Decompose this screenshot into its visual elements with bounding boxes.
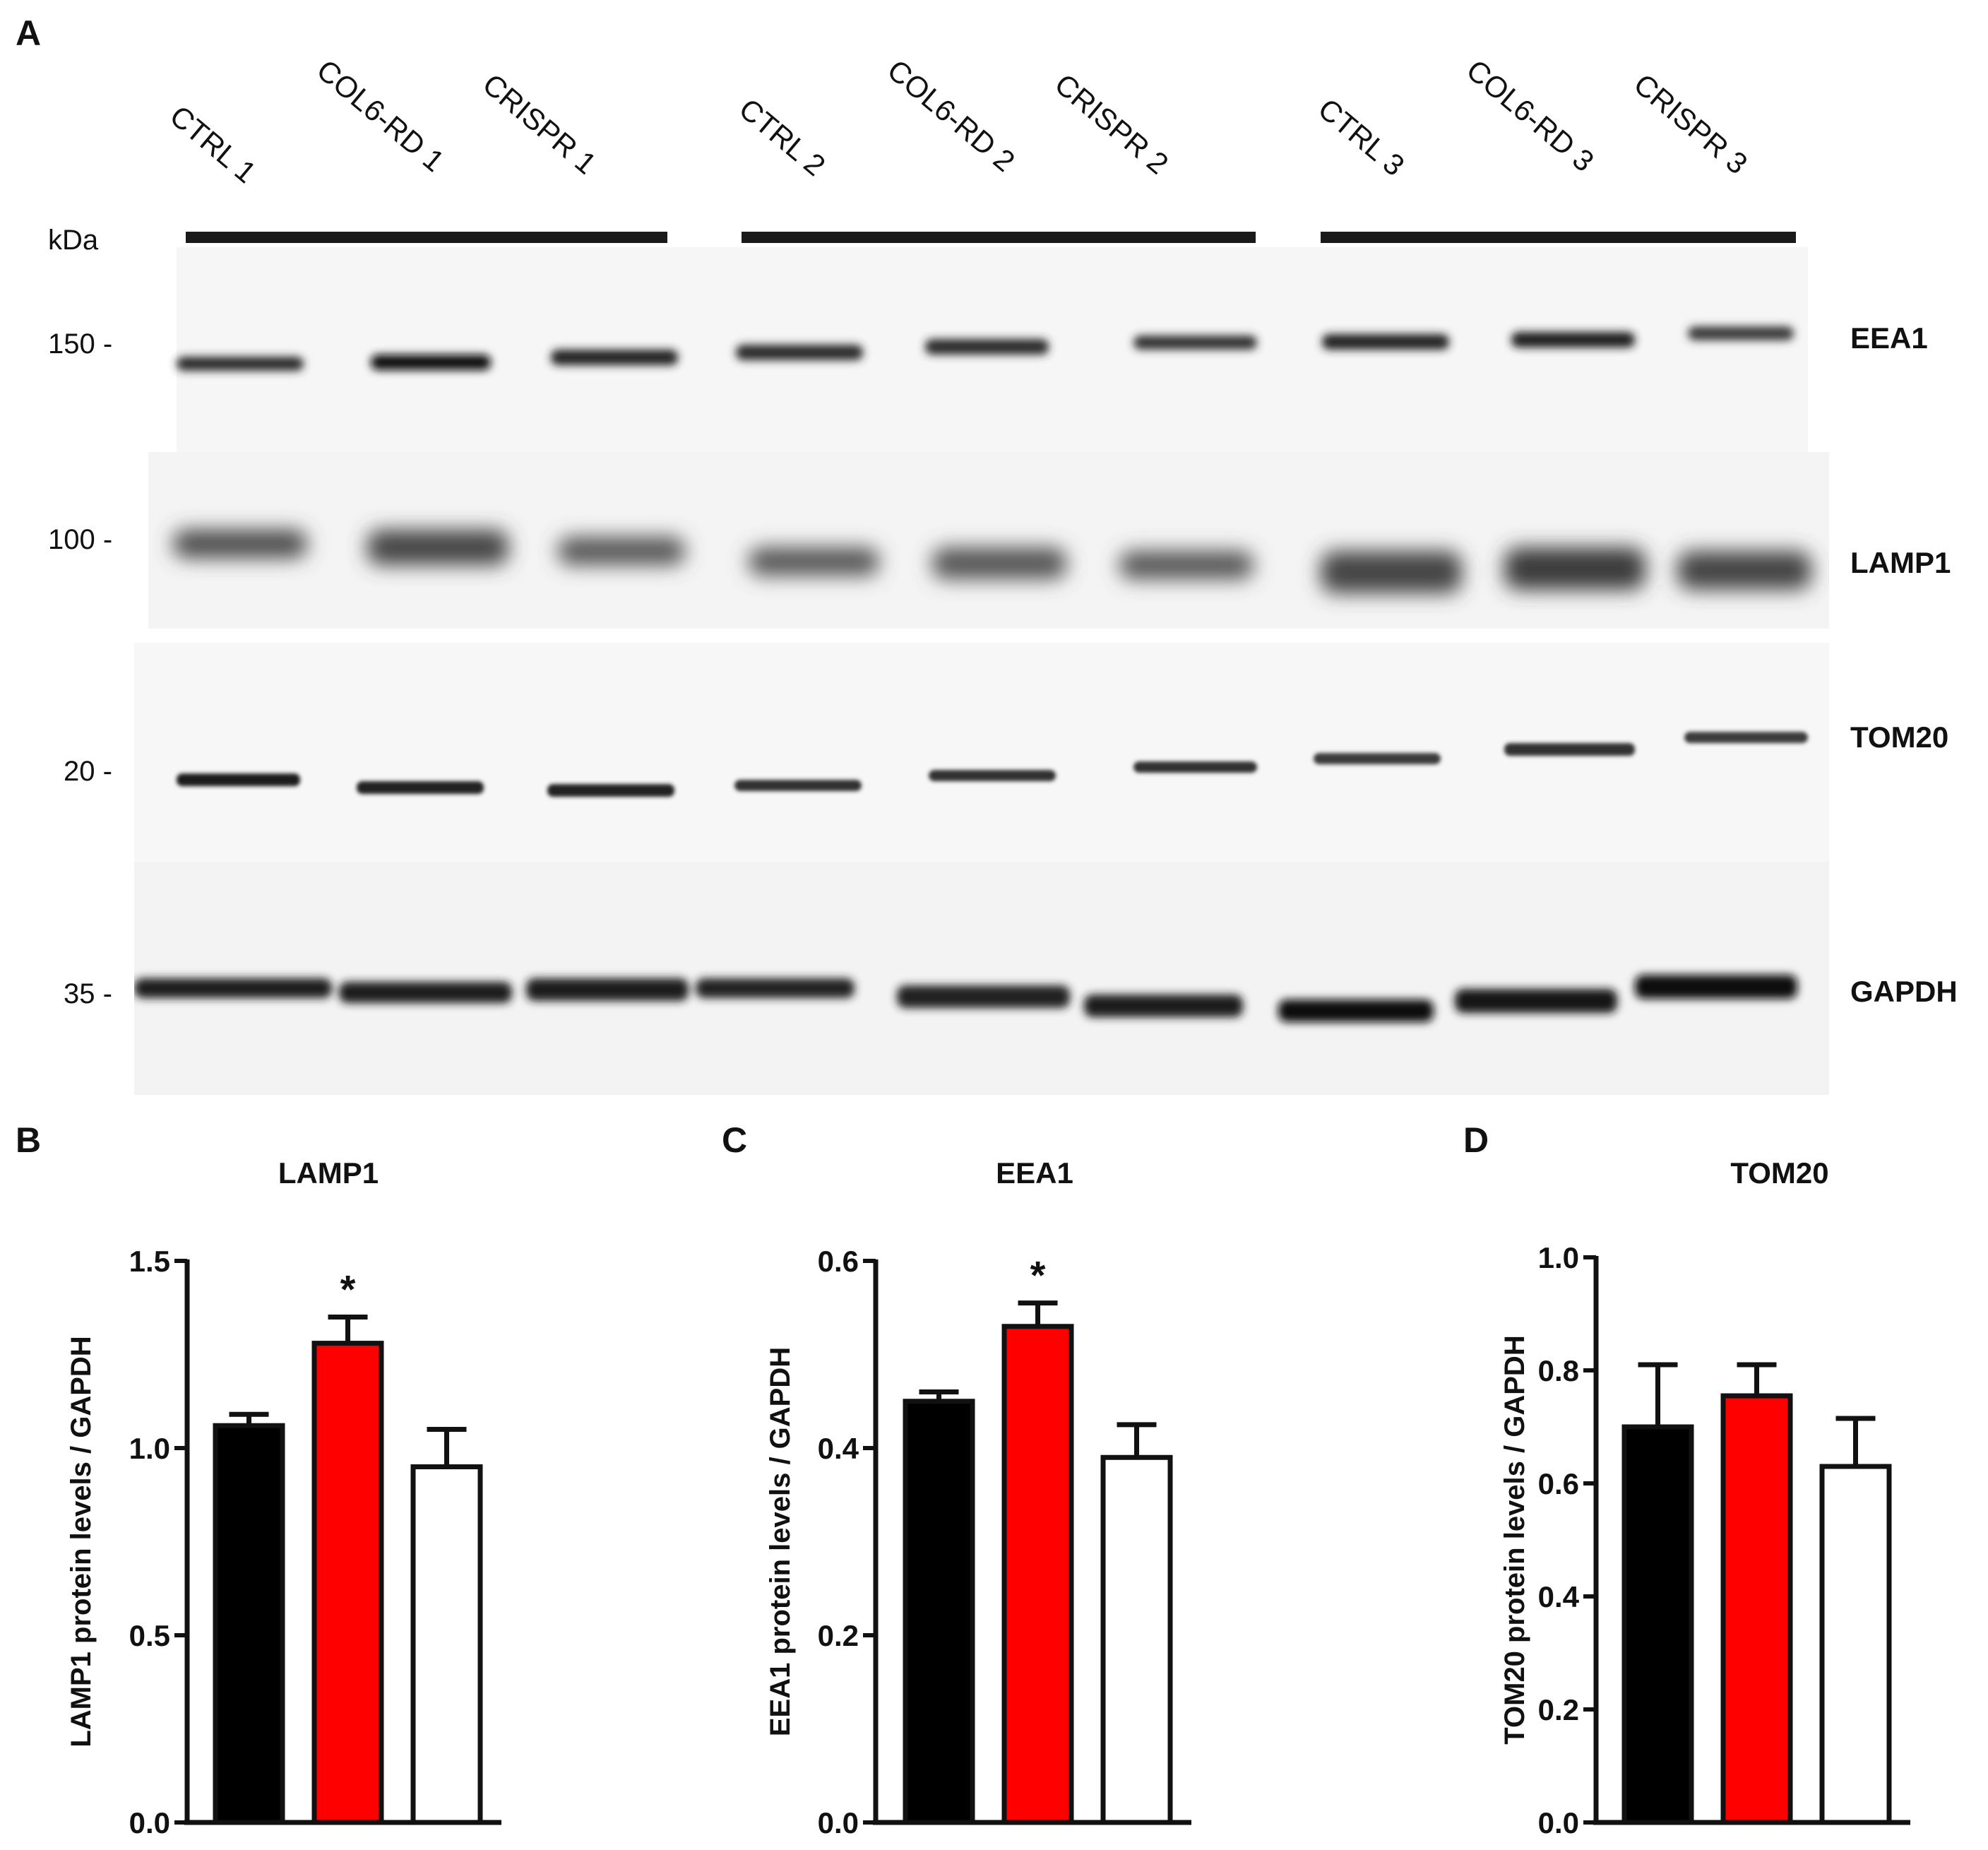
lane-label-col6rd-3: COL6-RD 3 [1460,53,1601,179]
y-tick-label-eea1-2: 0.4 [818,1432,859,1465]
lane-label-ctrl-2: CTRL 2 [732,92,832,183]
y-tick-label-eea1-0: 0.0 [818,1806,859,1839]
bar-lamp1-ctrl [213,1423,285,1825]
protein-label-eea1: EEA1 [1850,321,1928,355]
marker-20: 20 - [64,756,112,787]
lane-label-crispr-1: CRISPR 1 [476,67,603,181]
y-axis-label-lamp1: LAMP1 protein levels / GAPDH [66,1336,97,1747]
significance-eea1-1: * [1030,1253,1046,1298]
panel-letter-b: B [16,1120,42,1160]
bar-tom20-crispr [1819,1464,1892,1825]
y-tick-label-tom20-0: 0.0 [1538,1806,1579,1839]
y-tick-label-tom20-2: 0.4 [1538,1580,1580,1613]
group-bar-1 [186,232,667,243]
marker-150: 150 - [48,328,113,360]
group-bar-3 [1321,232,1796,243]
significance-lamp1-1: * [340,1267,356,1312]
y-tick-label-eea1-3: 0.6 [818,1245,859,1278]
lane-label-col6rd-2: COL6-RD 2 [881,53,1022,179]
protein-label-gapdh: GAPDH [1850,975,1958,1008]
y-tick-label-eea1-1: 0.2 [818,1619,859,1652]
y-axis-label-tom20: TOM20 protein levels / GAPDH [1499,1335,1530,1744]
chart-title-eea1: EEA1 [996,1156,1073,1190]
chart-tom20: TOM20 TOM20 protein levels / GAPDH 0.0 0.2 0… [1499,1156,1910,1839]
lane-label-ctrl-3: CTRL 3 [1311,92,1411,183]
lane-label-ctrl-1: CTRL 1 [163,99,263,190]
lane-label-crispr-2: CRISPR 2 [1048,67,1175,181]
y-tick-label-tom20-4: 0.8 [1538,1354,1579,1387]
western-blot-image [134,247,1829,1095]
lane-label-crispr-3: CRISPR 3 [1627,67,1754,181]
y-tick-label-tom20-1: 0.2 [1538,1693,1579,1726]
chart-title-lamp1: LAMP1 [278,1156,379,1190]
y-tick-label-tom20-3: 0.6 [1538,1467,1579,1500]
y-tick-label-lamp1-0: 0.0 [129,1806,170,1839]
blot-strip-gapdh [134,862,1829,1095]
marker-100: 100 - [48,524,113,555]
bar-tom20-ctrl [1621,1424,1694,1825]
marker-35: 35 - [64,978,112,1009]
bar-lamp1-crispr [410,1464,483,1825]
chart-title-tom20: TOM20 [1730,1156,1828,1190]
y-tick-label-lamp1-2: 1.0 [129,1432,170,1465]
bar-eea1-crispr [1100,1454,1173,1825]
chart-lamp1: LAMP1 LAMP1 protein levels / GAPDH 0.0 0.5 1… [66,1156,501,1839]
protein-label-tom20: TOM20 [1850,721,1949,754]
panel-letter-a: A [16,13,42,53]
y-tick-label-lamp1-3: 1.5 [129,1245,170,1278]
bar-eea1-ctrl [903,1399,975,1825]
chart-eea1: EEA1 EEA1 protein levels / GAPDH 0.0 0.2 0.4… [765,1156,1191,1839]
y-tick-label-tom20-5: 1.0 [1538,1241,1579,1274]
bands-gapdh [134,975,1797,1022]
bands-tom20 [177,732,1808,797]
lane-label-col6rd-1: COL6-RD 1 [310,53,451,179]
panel-letter-d: D [1463,1120,1489,1160]
bar-lamp1-col6-rd [311,1341,384,1825]
y-axis-label-eea1: EEA1 protein levels / GAPDH [765,1347,796,1736]
bands-eea1 [177,326,1794,371]
group-bar-2 [742,232,1256,243]
bar-eea1-col6-rd [1001,1324,1074,1825]
bands-lamp1 [173,530,1811,593]
y-tick-label-lamp1-1: 0.5 [129,1619,170,1652]
panel-letter-c: C [722,1120,748,1160]
bar-tom20-col6-rd [1720,1393,1793,1825]
protein-label-lamp1: LAMP1 [1850,546,1951,579]
kda-label: kDa [48,225,99,256]
